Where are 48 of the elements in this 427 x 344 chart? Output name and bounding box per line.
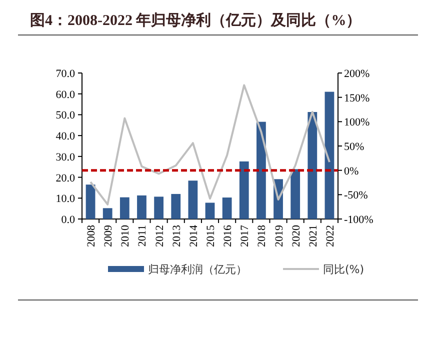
y2-tick-label: 200% — [344, 68, 370, 80]
y2-tick-label: -50% — [344, 190, 368, 202]
bar — [188, 180, 198, 219]
y-tick-label: 20.0 — [56, 172, 76, 184]
y2-tick-label: -100% — [344, 214, 374, 226]
y-tick-label: 10.0 — [56, 193, 76, 206]
bar — [154, 196, 164, 219]
y2-tick-label: 150% — [344, 92, 370, 104]
x-tick-label: 2012 — [154, 225, 166, 247]
y-tick-label: 40.0 — [56, 130, 76, 143]
x-tick-label: 2017 — [239, 224, 252, 247]
bar — [256, 122, 266, 219]
x-tick-label: 2008 — [86, 224, 98, 247]
x-tick-label: 2009 — [102, 224, 115, 247]
y-tick-label: 0.0 — [61, 214, 76, 226]
bar — [290, 169, 300, 219]
line-series — [90, 84, 330, 206]
x-tick-label: 2014 — [188, 224, 200, 247]
bar — [324, 92, 334, 219]
bar — [171, 194, 181, 219]
x-tick-label: 2020 — [290, 224, 302, 247]
bar — [222, 198, 232, 219]
y-tick-label: 60.0 — [56, 88, 76, 101]
x-tick-label: 2018 — [256, 224, 268, 247]
bar — [239, 161, 249, 219]
legend-label: 同比(%) — [323, 263, 364, 276]
chart-title: 图4：2008-2022 年归母净利（亿元）及同比（%） — [30, 12, 362, 29]
x-tick-label: 2022 — [324, 225, 336, 247]
bar — [137, 195, 146, 219]
x-tick-label: 2019 — [273, 224, 286, 247]
x-tick-label: 2010 — [120, 224, 132, 247]
x-tick-label: 2016 — [222, 224, 234, 247]
bar — [120, 197, 130, 219]
x-tick-label: 2013 — [170, 224, 183, 247]
x-tick-label: 2021 — [307, 225, 320, 247]
bar — [205, 202, 215, 219]
x-tick-label: 2015 — [205, 224, 217, 247]
bar — [308, 112, 318, 219]
y2-tick-label: 100% — [344, 116, 370, 129]
legend-label: 归母净利润（亿元） — [148, 263, 247, 276]
bar — [86, 184, 96, 219]
x-tick-label: 2011 — [136, 225, 149, 247]
y-tick-label: 50.0 — [56, 110, 76, 122]
bar — [102, 208, 112, 219]
y2-tick-label: 0% — [344, 165, 359, 178]
y2-tick-label: 50% — [344, 141, 364, 153]
y-tick-label: 30.0 — [56, 151, 76, 164]
y-tick-label: 70.0 — [56, 68, 76, 80]
